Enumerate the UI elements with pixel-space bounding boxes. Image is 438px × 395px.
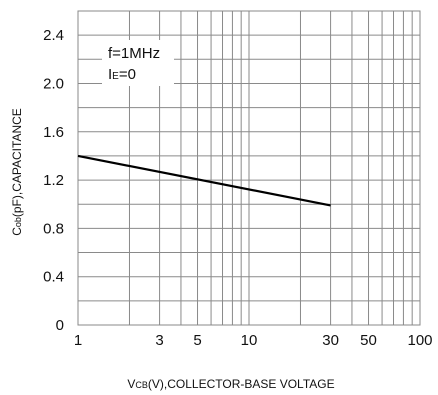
annotation-frequency: f=1MHz <box>108 45 160 62</box>
y-axis-label: Cob(pF),CAPACITANCE <box>10 108 24 236</box>
x-tick-label: 100 <box>407 332 432 349</box>
y-tick-label: 1.2 <box>43 172 64 189</box>
series-layer <box>77 154 331 207</box>
x-tick-labels: 1 3 5 10 30 50 100 <box>74 332 433 349</box>
y-tick-label: 2.0 <box>43 75 64 92</box>
y-tick-label: 1.6 <box>43 124 64 141</box>
y-tick-label: 2.4 <box>43 27 64 44</box>
x-tick-label: 50 <box>360 332 377 349</box>
plot-frame <box>77 10 421 326</box>
x-tick-label: 5 <box>193 332 201 349</box>
x-tick-label: 3 <box>155 332 163 349</box>
y-tick-labels: 0 0.4 0.8 1.2 1.6 2.0 2.4 <box>43 27 64 334</box>
x-tick-label: 10 <box>241 332 258 349</box>
x-axis-label: VCB(V),COLLECTOR-BASE VOLTAGE <box>127 377 334 391</box>
x-tick-label: 30 <box>322 332 339 349</box>
annotation-background <box>102 40 174 86</box>
vertical-gridlines <box>128 11 413 325</box>
annotation-emitter-current: IE=0 <box>108 66 136 83</box>
capacitance-curve <box>77 154 331 207</box>
x-tick-label: 1 <box>74 332 82 349</box>
y-tick-label: 0 <box>56 317 64 334</box>
y-tick-label: 0.4 <box>43 269 64 286</box>
y-tick-label: 0.8 <box>43 220 64 237</box>
